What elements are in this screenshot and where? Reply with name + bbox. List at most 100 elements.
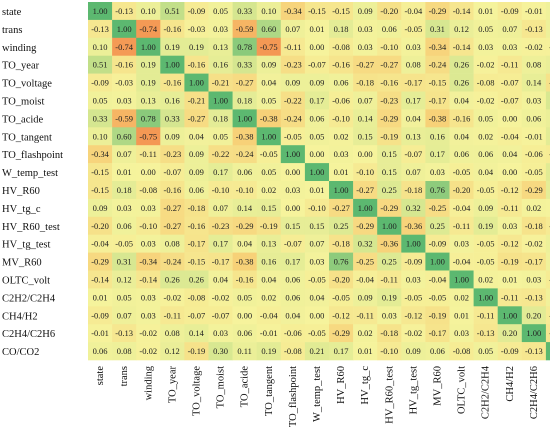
heatmap-cell: [112, 163, 137, 182]
heatmap-cell: [401, 145, 426, 164]
cell-value-label: -0.19: [188, 346, 206, 356]
heatmap-cell: [160, 19, 185, 39]
heatmap-cell: [112, 91, 137, 110]
column-tick-label: TO_flashpoint: [288, 366, 299, 427]
cell-value-label: 0.06: [93, 346, 108, 356]
cell-value-label: 0.13: [261, 239, 276, 249]
cell-value-label: -0.19: [429, 310, 447, 320]
heatmap-cell: [545, 127, 550, 146]
heatmap-cell: [184, 342, 209, 361]
heatmap-cell: [88, 288, 113, 307]
heatmap-cell: [353, 37, 378, 56]
heatmap-cell: [545, 198, 550, 218]
heatmap-cell: [256, 19, 282, 39]
heatmap-cell: [304, 127, 330, 146]
heatmap-cell: [521, 216, 547, 235]
heatmap-cell: [353, 342, 378, 361]
cell-value-label: 0.05: [213, 131, 228, 141]
heatmap-cell: [449, 91, 474, 110]
cell-value-label: 0.13: [141, 95, 156, 105]
cell-value-label: -0.04: [356, 274, 374, 284]
heatmap-cell: [136, 181, 161, 200]
cell-value-label: 0.03: [117, 95, 132, 105]
cell-value-label: 0.06: [334, 78, 349, 88]
heatmap-cell: [280, 324, 306, 343]
heatmap-cell: [136, 19, 161, 39]
heatmap-cell: [449, 342, 474, 361]
cell-value-label: 0.76: [430, 185, 445, 195]
cell-value-label: 0.02: [478, 274, 493, 284]
cell-value-label: -0.34: [91, 149, 109, 159]
heatmap-cell: [329, 198, 354, 218]
heatmap-cell: [521, 342, 547, 361]
cell-value-label: 0.14: [237, 203, 253, 213]
cell-value-label: 0.16: [165, 95, 180, 105]
heatmap-cell: [329, 91, 354, 110]
heatmap-cell: [208, 163, 233, 182]
cell-value-label: 0.06: [285, 292, 300, 302]
cell-value-label: 0.04: [261, 274, 277, 284]
heatmap-cell: [425, 19, 450, 39]
heatmap-cell: [329, 270, 354, 289]
cell-value-label: -0.02: [477, 60, 495, 70]
heatmap-cell: [136, 145, 161, 164]
cell-value-label: -0.04: [453, 257, 471, 267]
cell-value-label: 0.16: [430, 131, 445, 141]
cell-value-label: 0.15: [285, 221, 300, 231]
cell-value-label: 0.32: [406, 203, 421, 213]
cell-value-label: -0.11: [501, 203, 518, 213]
cell-value-label: 0.51: [165, 6, 180, 16]
cell-value-label: -0.10: [139, 221, 157, 231]
heatmap-cell: [401, 216, 426, 235]
cell-value-label: 0.03: [141, 203, 156, 213]
cell-value-label: -0.15: [91, 185, 109, 195]
cell-value-label: 0.03: [502, 221, 517, 231]
heatmap-cell: [545, 73, 550, 92]
heatmap-cell: [304, 306, 330, 325]
heatmap-cell: [425, 127, 450, 146]
heatmap-cell: [401, 306, 426, 325]
heatmap-cell: [401, 252, 426, 271]
cell-value-label: -0.29: [332, 328, 350, 338]
cell-value-label: -0.07: [212, 310, 230, 320]
cell-value-label: 0.26: [454, 78, 469, 88]
heatmap-cell: [184, 163, 209, 182]
cell-value-label: -0.18: [380, 328, 398, 338]
cell-value-label: 0.05: [237, 292, 252, 302]
cell-value-label: -0.23: [212, 221, 230, 231]
heatmap-cell: [497, 91, 523, 110]
heatmap-cell: [329, 252, 354, 271]
cell-value-label: 0.19: [261, 346, 276, 356]
cell-value-label: -0.11: [501, 60, 518, 70]
heatmap-cell: [304, 216, 330, 235]
heatmap-cell: [304, 252, 330, 271]
heatmap-cell: [232, 91, 257, 110]
heatmap-cell: [545, 342, 550, 361]
cell-value-label: -0.19: [501, 257, 519, 267]
heatmap-cell: [545, 145, 550, 164]
cell-value-label: 0.16: [213, 60, 228, 70]
heatmap-cell: [280, 252, 306, 271]
heatmap-cell: [473, 55, 498, 74]
heatmap-cell: [425, 270, 450, 289]
cell-value-label: 0.17: [285, 257, 300, 267]
cell-value-label: 0.26: [189, 274, 204, 284]
column-tick-label: winding: [143, 365, 154, 400]
cell-value-label: -0.34: [139, 257, 157, 267]
cell-value-label: 0.03: [526, 95, 541, 105]
column-tick-label: state: [95, 366, 106, 386]
heatmap-cell: [136, 234, 161, 253]
heatmap-cell: [329, 216, 354, 235]
heatmap-cell: [377, 2, 402, 21]
heatmap-cell: [184, 252, 209, 271]
heatmap-cell: [545, 306, 550, 325]
heatmap-cell: [353, 288, 378, 307]
heatmap-cell: [232, 198, 257, 218]
heatmap-cell: [232, 234, 257, 253]
heatmap-cell: [353, 19, 378, 39]
heatmap-cell: [545, 19, 550, 39]
heatmap-cell: [521, 37, 547, 56]
heatmap-cell: [184, 324, 209, 343]
heatmap-cell: [473, 306, 498, 325]
heatmap-cell: [521, 234, 547, 253]
